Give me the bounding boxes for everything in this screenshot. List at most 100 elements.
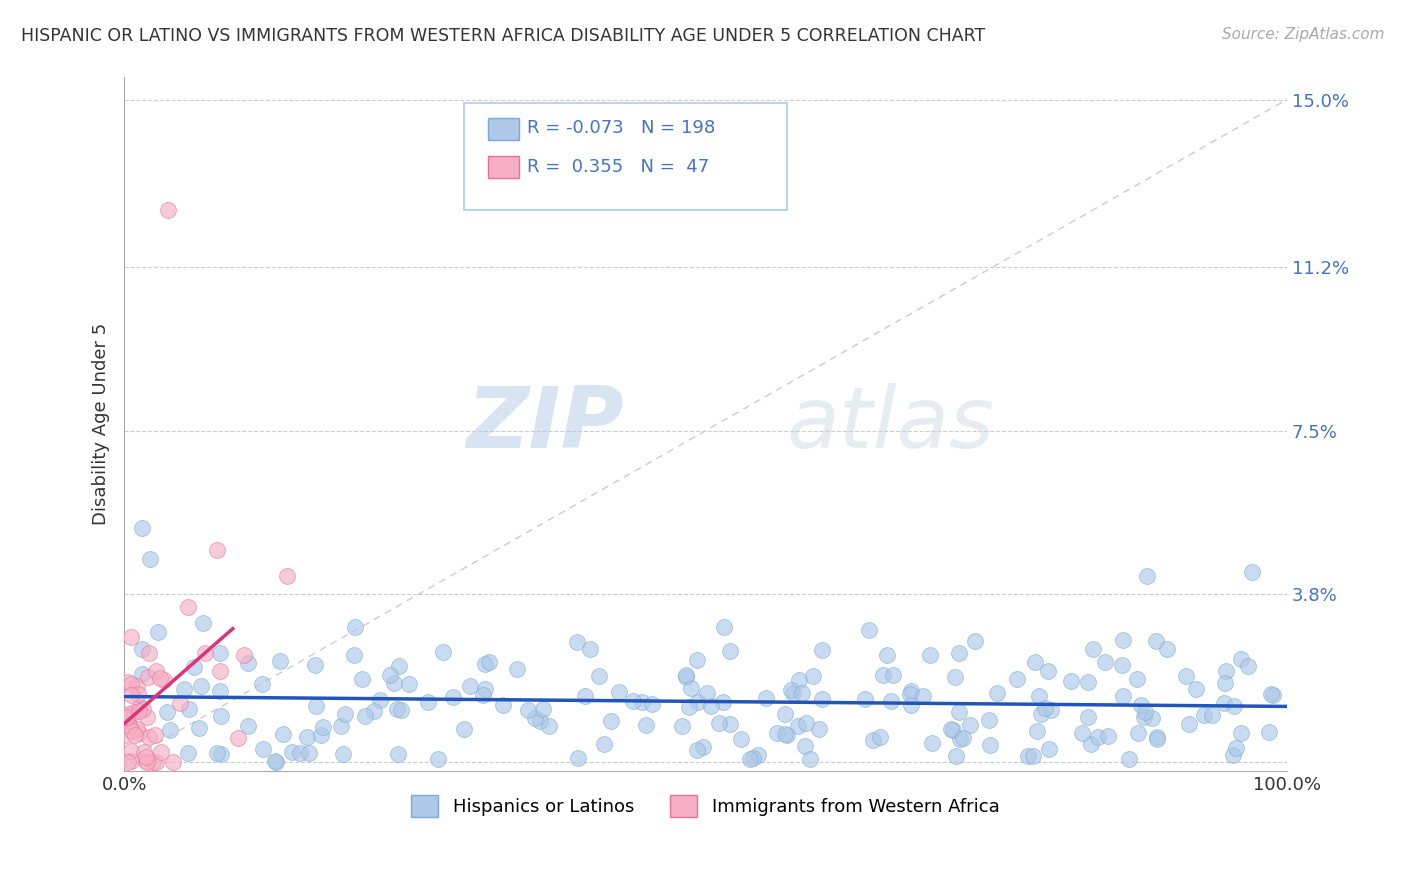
Point [183,660,205,674]
Text: Source: ZipAtlas.com: Source: ZipAtlas.com [1222,27,1385,42]
Point [352,672,374,686]
Point [228,731,250,746]
Point [516,703,538,717]
Point [986,686,1008,700]
Point [1240,565,1263,579]
Point [807,722,830,736]
Point [900,698,922,712]
Point [1230,652,1253,666]
Point [1080,737,1102,751]
Point [127,686,149,700]
Point [965,633,987,648]
Point [150,745,173,759]
Point [794,715,817,730]
Point [128,704,150,718]
Point [309,728,332,742]
Point [793,739,815,754]
Point [1040,703,1063,717]
Point [177,746,200,760]
Point [125,722,148,736]
Point [1028,689,1050,703]
Point [675,668,697,682]
Point [146,625,169,640]
Point [128,726,150,740]
Point [1212,696,1234,710]
Point [711,695,734,709]
Point [114,728,136,742]
Point [153,673,176,688]
Point [208,646,231,660]
Point [125,679,148,693]
Point [681,681,703,696]
Point [1136,569,1159,583]
Point [117,709,139,723]
Point [207,746,229,760]
Point [118,718,141,732]
Point [177,600,200,615]
Point [1225,741,1247,756]
Point [149,671,172,685]
Point [441,690,464,705]
Point [671,719,693,733]
Point [782,686,804,700]
Point [288,746,311,760]
Point [1081,641,1104,656]
Legend: Hispanics or Latinos, Immigrants from Western Africa: Hispanics or Latinos, Immigrants from We… [404,788,1007,824]
Point [333,706,356,721]
Point [952,731,974,745]
Point [1140,711,1163,725]
Point [599,714,621,728]
Text: R =  0.355   N =  47: R = 0.355 N = 47 [527,158,710,176]
Point [918,648,941,662]
Point [472,689,495,703]
Point [1237,658,1260,673]
Point [1031,706,1053,721]
Point [755,691,778,706]
Point [686,652,709,666]
Point [1007,672,1029,686]
Point [236,656,259,670]
Point [304,699,326,714]
Point [855,691,877,706]
Point [574,689,596,703]
Point [1146,731,1168,746]
Point [280,745,302,759]
Point [1033,701,1056,715]
Point [713,620,735,634]
Point [136,755,159,769]
Point [427,751,450,765]
Point [948,706,970,720]
Point [1130,698,1153,712]
Point [120,630,142,644]
Point [478,655,501,669]
Point [641,697,664,711]
Point [741,751,763,765]
Point [135,710,157,724]
Point [120,743,142,757]
Point [474,681,496,696]
Point [692,739,714,754]
Point [264,754,287,768]
Text: ZIP: ZIP [467,383,624,466]
Point [388,659,411,673]
Point [117,707,139,722]
Point [730,731,752,746]
Point [131,521,153,535]
Point [607,684,630,698]
Point [1111,632,1133,647]
Point [145,755,167,769]
Point [329,719,352,733]
Point [630,696,652,710]
Point [1213,676,1236,690]
Point [387,747,409,761]
Point [232,648,254,663]
Point [143,727,166,741]
Point [1077,675,1099,690]
Point [533,702,555,716]
Point [790,686,813,700]
Point [1135,705,1157,719]
Point [869,731,891,745]
Point [523,710,546,724]
Point [1144,633,1167,648]
Point [398,677,420,691]
